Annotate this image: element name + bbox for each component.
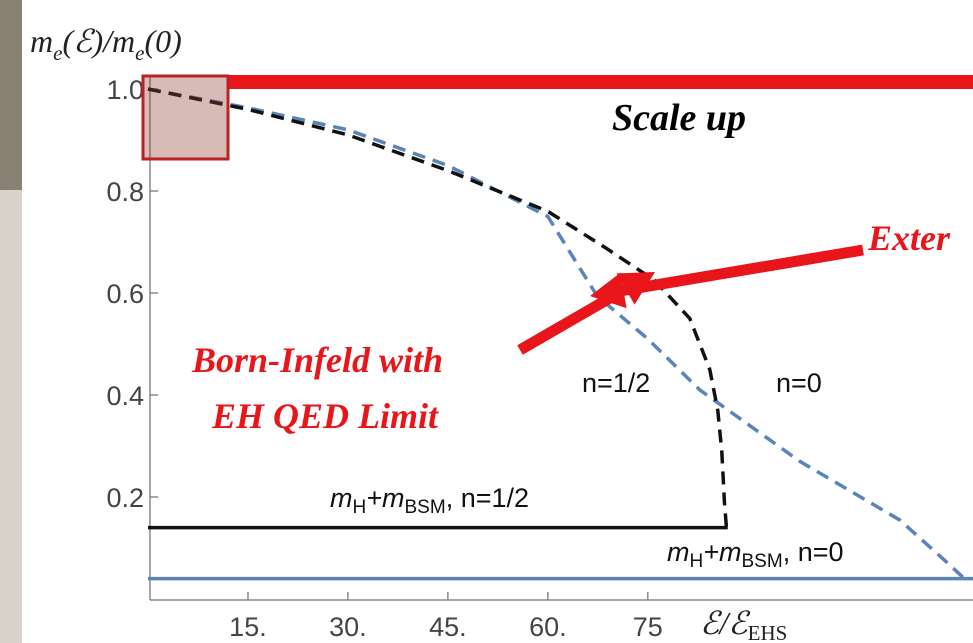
arrow-head xyxy=(590,272,627,309)
annotation: EH QED Limit xyxy=(211,396,439,436)
label-part: (0) xyxy=(144,23,181,59)
y-tick-label: 1.0 xyxy=(106,75,144,105)
annotation: Born-Infeld with xyxy=(191,340,443,380)
y-axis-label: me(ℰ)/me(0) xyxy=(30,23,182,65)
y-tick-label: 0.2 xyxy=(106,483,144,513)
series-line xyxy=(147,87,966,580)
label-part: e xyxy=(135,41,144,65)
x-tick-label: 15. xyxy=(229,612,267,642)
label-part: +m xyxy=(366,483,404,513)
label-part: H xyxy=(690,551,704,572)
label-part: +m xyxy=(703,537,741,567)
label-part: m xyxy=(30,23,53,59)
x-tick-label: 60. xyxy=(529,612,567,642)
y-tick-label: 0.6 xyxy=(106,279,144,309)
label-part: BSM xyxy=(742,551,783,572)
label-part: e xyxy=(53,41,62,65)
x-tick-label: 75 xyxy=(633,612,663,642)
y-tick-label: 0.8 xyxy=(106,177,144,207)
x-tick-label: 30. xyxy=(329,612,367,642)
label-part: ℰ/ℰ xyxy=(700,605,751,641)
annotation: mH+mBSM, n=0 xyxy=(667,537,844,572)
label-part: (ℰ)/m xyxy=(62,23,135,59)
label-part: BSM xyxy=(405,497,446,518)
annotation: Exter xyxy=(867,218,951,258)
y-tick-label: 0.4 xyxy=(106,381,144,411)
annotation: n=0 xyxy=(776,368,822,398)
label-part: , n=1/2 xyxy=(446,483,529,513)
label-part: EHS xyxy=(748,621,788,643)
panel xyxy=(22,0,973,643)
zoom-box xyxy=(141,74,230,161)
label-part: m xyxy=(330,483,353,513)
arrow xyxy=(622,244,864,296)
x-axis-label: ℰ/ℰEHS xyxy=(700,605,787,643)
scale-bar xyxy=(228,75,973,89)
annotation: mH+mBSM, n=1/2 xyxy=(330,483,529,518)
annotation: n=1/2 xyxy=(582,368,650,398)
annotation: Scale up xyxy=(612,97,746,139)
label-part: , n=0 xyxy=(783,537,844,567)
shade xyxy=(0,190,22,643)
label-part: m xyxy=(667,537,690,567)
x-tick-label: 45. xyxy=(429,612,467,642)
label-part: H xyxy=(353,497,367,518)
